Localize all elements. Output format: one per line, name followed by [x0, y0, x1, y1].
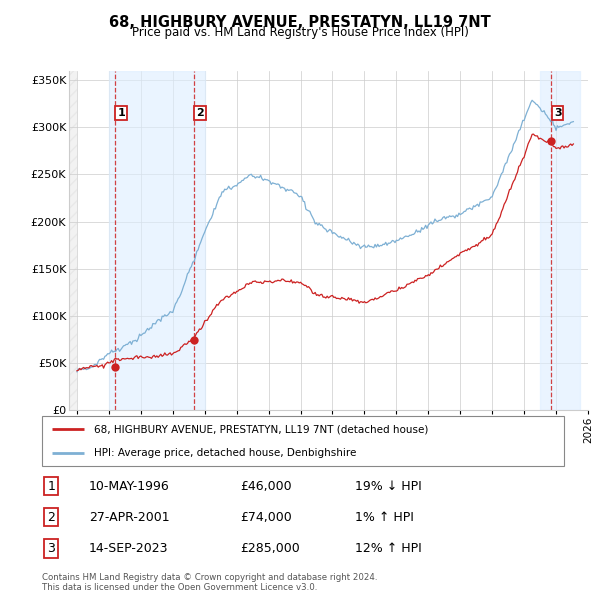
Text: 2: 2 [196, 108, 204, 118]
Text: 10-MAY-1996: 10-MAY-1996 [89, 480, 170, 493]
Text: This data is licensed under the Open Government Licence v3.0.: This data is licensed under the Open Gov… [42, 583, 317, 590]
Bar [540, 71, 580, 410]
Text: 1: 1 [117, 108, 125, 118]
Text: £74,000: £74,000 [241, 511, 292, 524]
Text: 2: 2 [47, 511, 55, 524]
Text: 1% ↑ HPI: 1% ↑ HPI [355, 511, 414, 524]
Text: 14-SEP-2023: 14-SEP-2023 [89, 542, 169, 555]
Text: 3: 3 [47, 542, 55, 555]
Bar [109, 71, 205, 410]
Text: 27-APR-2001: 27-APR-2001 [89, 511, 170, 524]
Text: 19% ↓ HPI: 19% ↓ HPI [355, 480, 422, 493]
Bar [69, 71, 77, 410]
Text: £46,000: £46,000 [241, 480, 292, 493]
Text: 12% ↑ HPI: 12% ↑ HPI [355, 542, 422, 555]
Text: 1: 1 [47, 480, 55, 493]
Text: HPI: Average price, detached house, Denbighshire: HPI: Average price, detached house, Denb… [94, 448, 356, 458]
Text: 68, HIGHBURY AVENUE, PRESTATYN, LL19 7NT: 68, HIGHBURY AVENUE, PRESTATYN, LL19 7NT [109, 15, 491, 30]
Text: Price paid vs. HM Land Registry's House Price Index (HPI): Price paid vs. HM Land Registry's House … [131, 26, 469, 39]
Text: 68, HIGHBURY AVENUE, PRESTATYN, LL19 7NT (detached house): 68, HIGHBURY AVENUE, PRESTATYN, LL19 7NT… [94, 424, 428, 434]
FancyBboxPatch shape [42, 416, 564, 466]
Text: £285,000: £285,000 [241, 542, 300, 555]
Text: Contains HM Land Registry data © Crown copyright and database right 2024.: Contains HM Land Registry data © Crown c… [42, 573, 377, 582]
Text: 3: 3 [554, 108, 562, 118]
